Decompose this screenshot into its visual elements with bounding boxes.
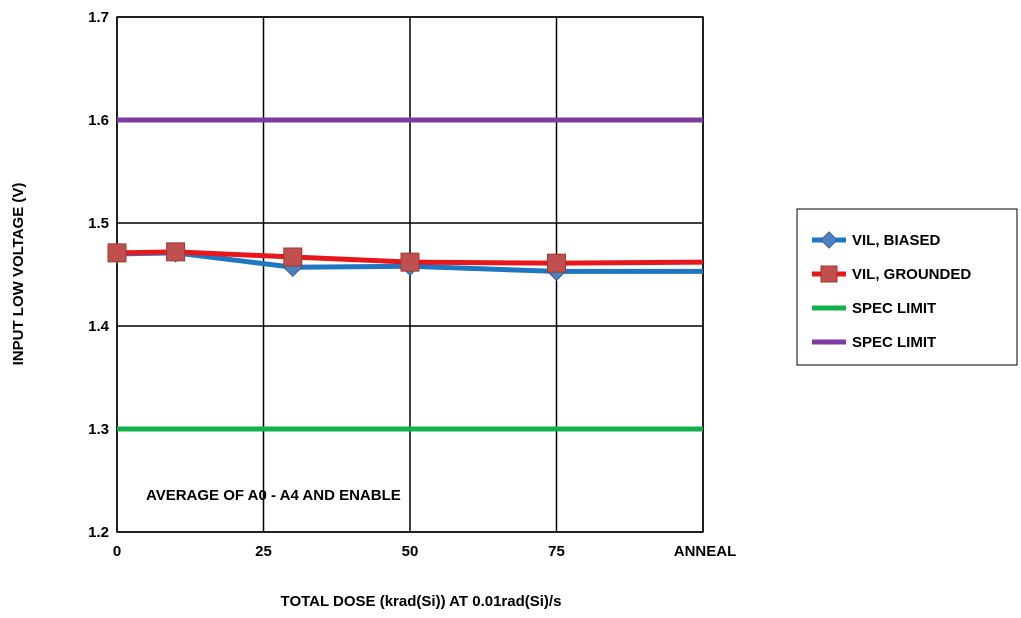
series-line — [116, 249, 704, 266]
legend-label: SPEC LIMIT — [852, 300, 936, 317]
x-tick-label: ANNEAL — [674, 543, 737, 560]
series-1 — [107, 242, 704, 273]
x-tick-label: 25 — [255, 543, 272, 560]
legend-marker-square — [820, 265, 838, 283]
tick-labels: 1.2 1.3 1.4 1.5 1.6 1.7 0 25 50 75 ANNEAL — [88, 9, 736, 560]
x-axis-label: TOTAL DOSE (krad(Si)) AT 0.01rad(Si)/s — [281, 593, 562, 610]
legend-box — [796, 208, 1018, 366]
y-tick-label: 1.7 — [88, 9, 109, 26]
legend: VIL, BIASED VIL, GROUNDED SPEC LIMIT SPEC L… — [796, 208, 1018, 366]
legend-item: SPEC LIMIT — [812, 300, 936, 317]
data-point-square — [107, 243, 127, 263]
y-tick-label: 1.3 — [88, 421, 109, 438]
x-tick-label: 50 — [402, 543, 419, 560]
series-layer — [107, 117, 704, 432]
legend-item: VIL, BIASED — [812, 231, 941, 249]
legend-label: VIL, GROUNDED — [852, 266, 971, 283]
legend-label: VIL, BIASED — [852, 232, 941, 249]
chart-annotation: AVERAGE OF A0 - A4 AND ENABLE — [146, 487, 401, 504]
y-tick-label: 1.2 — [88, 524, 109, 541]
y-axis-label: INPUT LOW VOLTAGE (V) — [10, 183, 27, 366]
data-point-square — [547, 253, 566, 273]
data-point-square — [400, 252, 420, 272]
x-tick-label: 0 — [113, 543, 121, 560]
y-tick-label: 1.4 — [88, 318, 110, 335]
legend-marker-diamond — [820, 231, 838, 249]
y-tick-label: 1.5 — [88, 215, 109, 232]
legend-item: VIL, GROUNDED — [812, 265, 971, 283]
legend-item: SPEC LIMIT — [812, 334, 936, 351]
data-point-square — [283, 247, 303, 267]
data-point-square — [166, 242, 186, 262]
x-tick-label: 75 — [548, 543, 565, 560]
y-tick-label: 1.6 — [88, 112, 109, 129]
legend-label: SPEC LIMIT — [852, 334, 936, 351]
